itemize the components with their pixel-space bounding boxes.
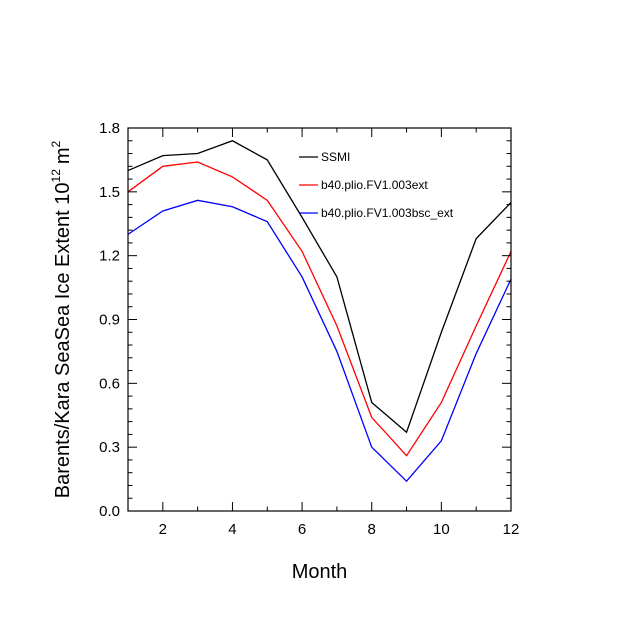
legend-label-1: SSMI — [321, 150, 350, 164]
series-line-1 — [127, 140, 512, 434]
series-line-3 — [127, 199, 512, 483]
axis-ticks — [127, 127, 512, 512]
y-axis-title: Barents/Kara SeaSea Ice Extent 1012 m2 — [49, 140, 74, 498]
legend-label-3: b40.plio.FV1.003bsc_ext — [321, 206, 454, 220]
x-axis-title: Month — [292, 561, 348, 583]
legend-label-2: b40.plio.FV1.003ext — [321, 178, 428, 192]
x-tick-label: 12 — [503, 521, 520, 538]
x-tick-label: 10 — [433, 521, 450, 538]
plot-lines — [127, 140, 512, 483]
y-axis-title-main: Barents/Kara SeaSea Ice Extent 10 — [52, 182, 74, 498]
x-tick-label: 2 — [159, 521, 167, 538]
y-axis-title-unit: m — [52, 147, 74, 164]
y-tick-label: 0.0 — [99, 503, 120, 520]
x-tick-label: 4 — [228, 521, 236, 538]
y-axis-title-unit-exponent: 2 — [49, 140, 63, 147]
y-tick-label: 1.2 — [99, 248, 120, 265]
legend: SSMI b40.plio.FV1.003ext b40.plio.FV1.003b… — [299, 150, 454, 220]
y-tick-label: 0.6 — [99, 375, 120, 392]
x-tick-label: 8 — [368, 521, 376, 538]
y-tick-label: 1.8 — [99, 120, 120, 137]
plot-frame — [127, 127, 512, 512]
tick-labels: 2 4 6 8 10 12 0.0 0.3 0.6 0.9 1.2 1.5 1.8 — [99, 120, 519, 538]
series-line-2 — [127, 161, 512, 457]
y-axis-title-exponent: 12 — [49, 169, 63, 183]
y-tick-label: 0.9 — [99, 312, 120, 329]
y-tick-label: 0.3 — [99, 439, 120, 456]
y-tick-label: 1.5 — [99, 184, 120, 201]
x-tick-label: 6 — [298, 521, 306, 538]
